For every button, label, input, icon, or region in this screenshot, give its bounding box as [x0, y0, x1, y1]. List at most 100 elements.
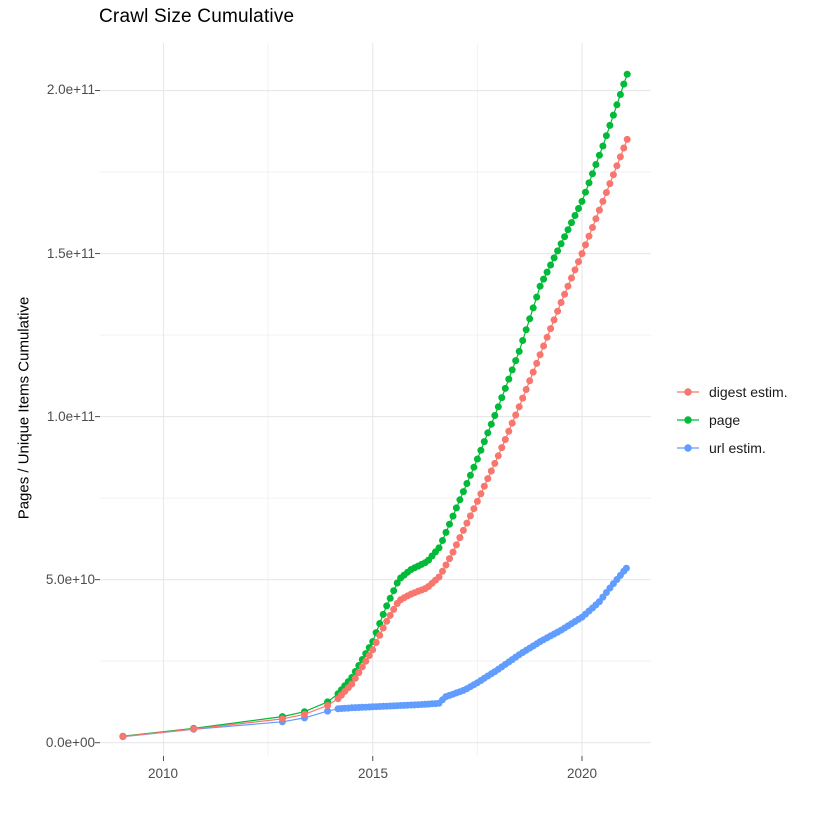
data-point — [452, 504, 460, 512]
data-point — [498, 444, 506, 452]
data-point — [487, 420, 495, 428]
data-point — [362, 657, 370, 665]
data-point — [386, 594, 394, 602]
y-axis-title: Pages / Unique Items Cumulative — [15, 296, 33, 520]
data-point — [449, 548, 457, 556]
data-point — [369, 646, 377, 654]
legend-item-label: url estim. — [709, 440, 766, 456]
legend-key-icon — [677, 416, 699, 424]
data-point — [390, 605, 398, 613]
x-tick-label: 2010 — [147, 766, 179, 781]
data-point — [456, 534, 464, 542]
data-point — [365, 652, 373, 659]
data-point — [463, 480, 471, 487]
data-point — [620, 80, 628, 88]
legend-item-page: page — [676, 406, 788, 434]
data-point — [602, 189, 610, 196]
data-point — [439, 567, 446, 575]
data-point — [442, 561, 450, 569]
data-point — [470, 505, 478, 513]
y-tick-label: 5.0e+10 — [45, 572, 95, 587]
data-point — [571, 266, 579, 274]
data-point — [358, 663, 366, 671]
legend-key-icon — [677, 388, 699, 396]
data-point — [620, 144, 628, 152]
data-point — [564, 282, 572, 290]
legend-key-icon — [677, 444, 699, 452]
data-point — [505, 427, 513, 435]
data-point — [526, 377, 534, 385]
data-point — [442, 528, 450, 536]
data-point — [543, 268, 551, 276]
data-point — [616, 153, 624, 161]
data-point — [501, 384, 509, 392]
data-point — [599, 142, 607, 150]
data-point — [536, 351, 544, 359]
data-point — [533, 293, 541, 301]
legend-item-url-estim: url estim. — [676, 434, 788, 462]
x-tick-label: 2015 — [357, 766, 389, 781]
data-point — [557, 299, 565, 306]
data-point — [301, 710, 308, 718]
data-point — [501, 436, 509, 443]
data-point — [519, 337, 527, 344]
data-point — [446, 520, 453, 528]
data-point — [568, 219, 575, 227]
data-point — [456, 496, 464, 504]
data-point — [550, 316, 558, 324]
data-point — [568, 274, 575, 282]
data-point — [529, 304, 537, 312]
data-point — [484, 429, 492, 437]
data-point — [585, 232, 593, 240]
data-point — [324, 707, 332, 715]
data-point — [557, 240, 565, 248]
data-point — [623, 135, 631, 143]
data-point — [508, 366, 516, 374]
data-point — [571, 212, 579, 219]
data-point — [592, 161, 600, 168]
data-point — [459, 488, 467, 496]
data-point — [505, 375, 513, 383]
data-point — [582, 188, 589, 196]
data-point — [480, 482, 488, 490]
data-point — [324, 702, 332, 709]
data-point — [463, 519, 471, 527]
data-point — [459, 526, 467, 534]
data-point — [508, 419, 516, 427]
data-point — [351, 674, 359, 682]
data-point — [494, 403, 502, 411]
data-point — [491, 459, 499, 467]
legend-item-label: page — [709, 412, 741, 428]
x-tick-label: 2020 — [566, 766, 598, 781]
data-point — [599, 197, 607, 205]
data-point — [622, 564, 630, 572]
data-point — [533, 359, 541, 367]
data-point — [575, 258, 582, 266]
data-point — [613, 101, 621, 109]
data-point — [119, 733, 127, 740]
data-point — [547, 261, 555, 269]
legend-item-digest-estim: digest estim. — [676, 378, 788, 406]
data-point — [449, 512, 457, 520]
data-point — [602, 132, 610, 140]
legend-item-label: digest estim. — [709, 384, 788, 400]
data-point — [473, 455, 481, 463]
data-point — [522, 326, 530, 334]
chart-title: Crawl Size Cumulative — [99, 6, 295, 27]
data-point — [379, 610, 387, 618]
data-point — [543, 333, 551, 341]
data-point — [585, 179, 593, 187]
data-point — [550, 254, 558, 262]
data-point — [589, 224, 596, 231]
legend: digest estim. page url estim. — [676, 378, 788, 462]
data-point — [439, 537, 446, 544]
data-point — [595, 151, 603, 159]
data-point — [355, 669, 363, 677]
data-point — [606, 180, 614, 188]
data-point — [348, 680, 356, 688]
data-point — [578, 250, 586, 258]
data-point — [623, 70, 631, 78]
data-point — [515, 347, 523, 355]
data-point — [491, 412, 499, 419]
